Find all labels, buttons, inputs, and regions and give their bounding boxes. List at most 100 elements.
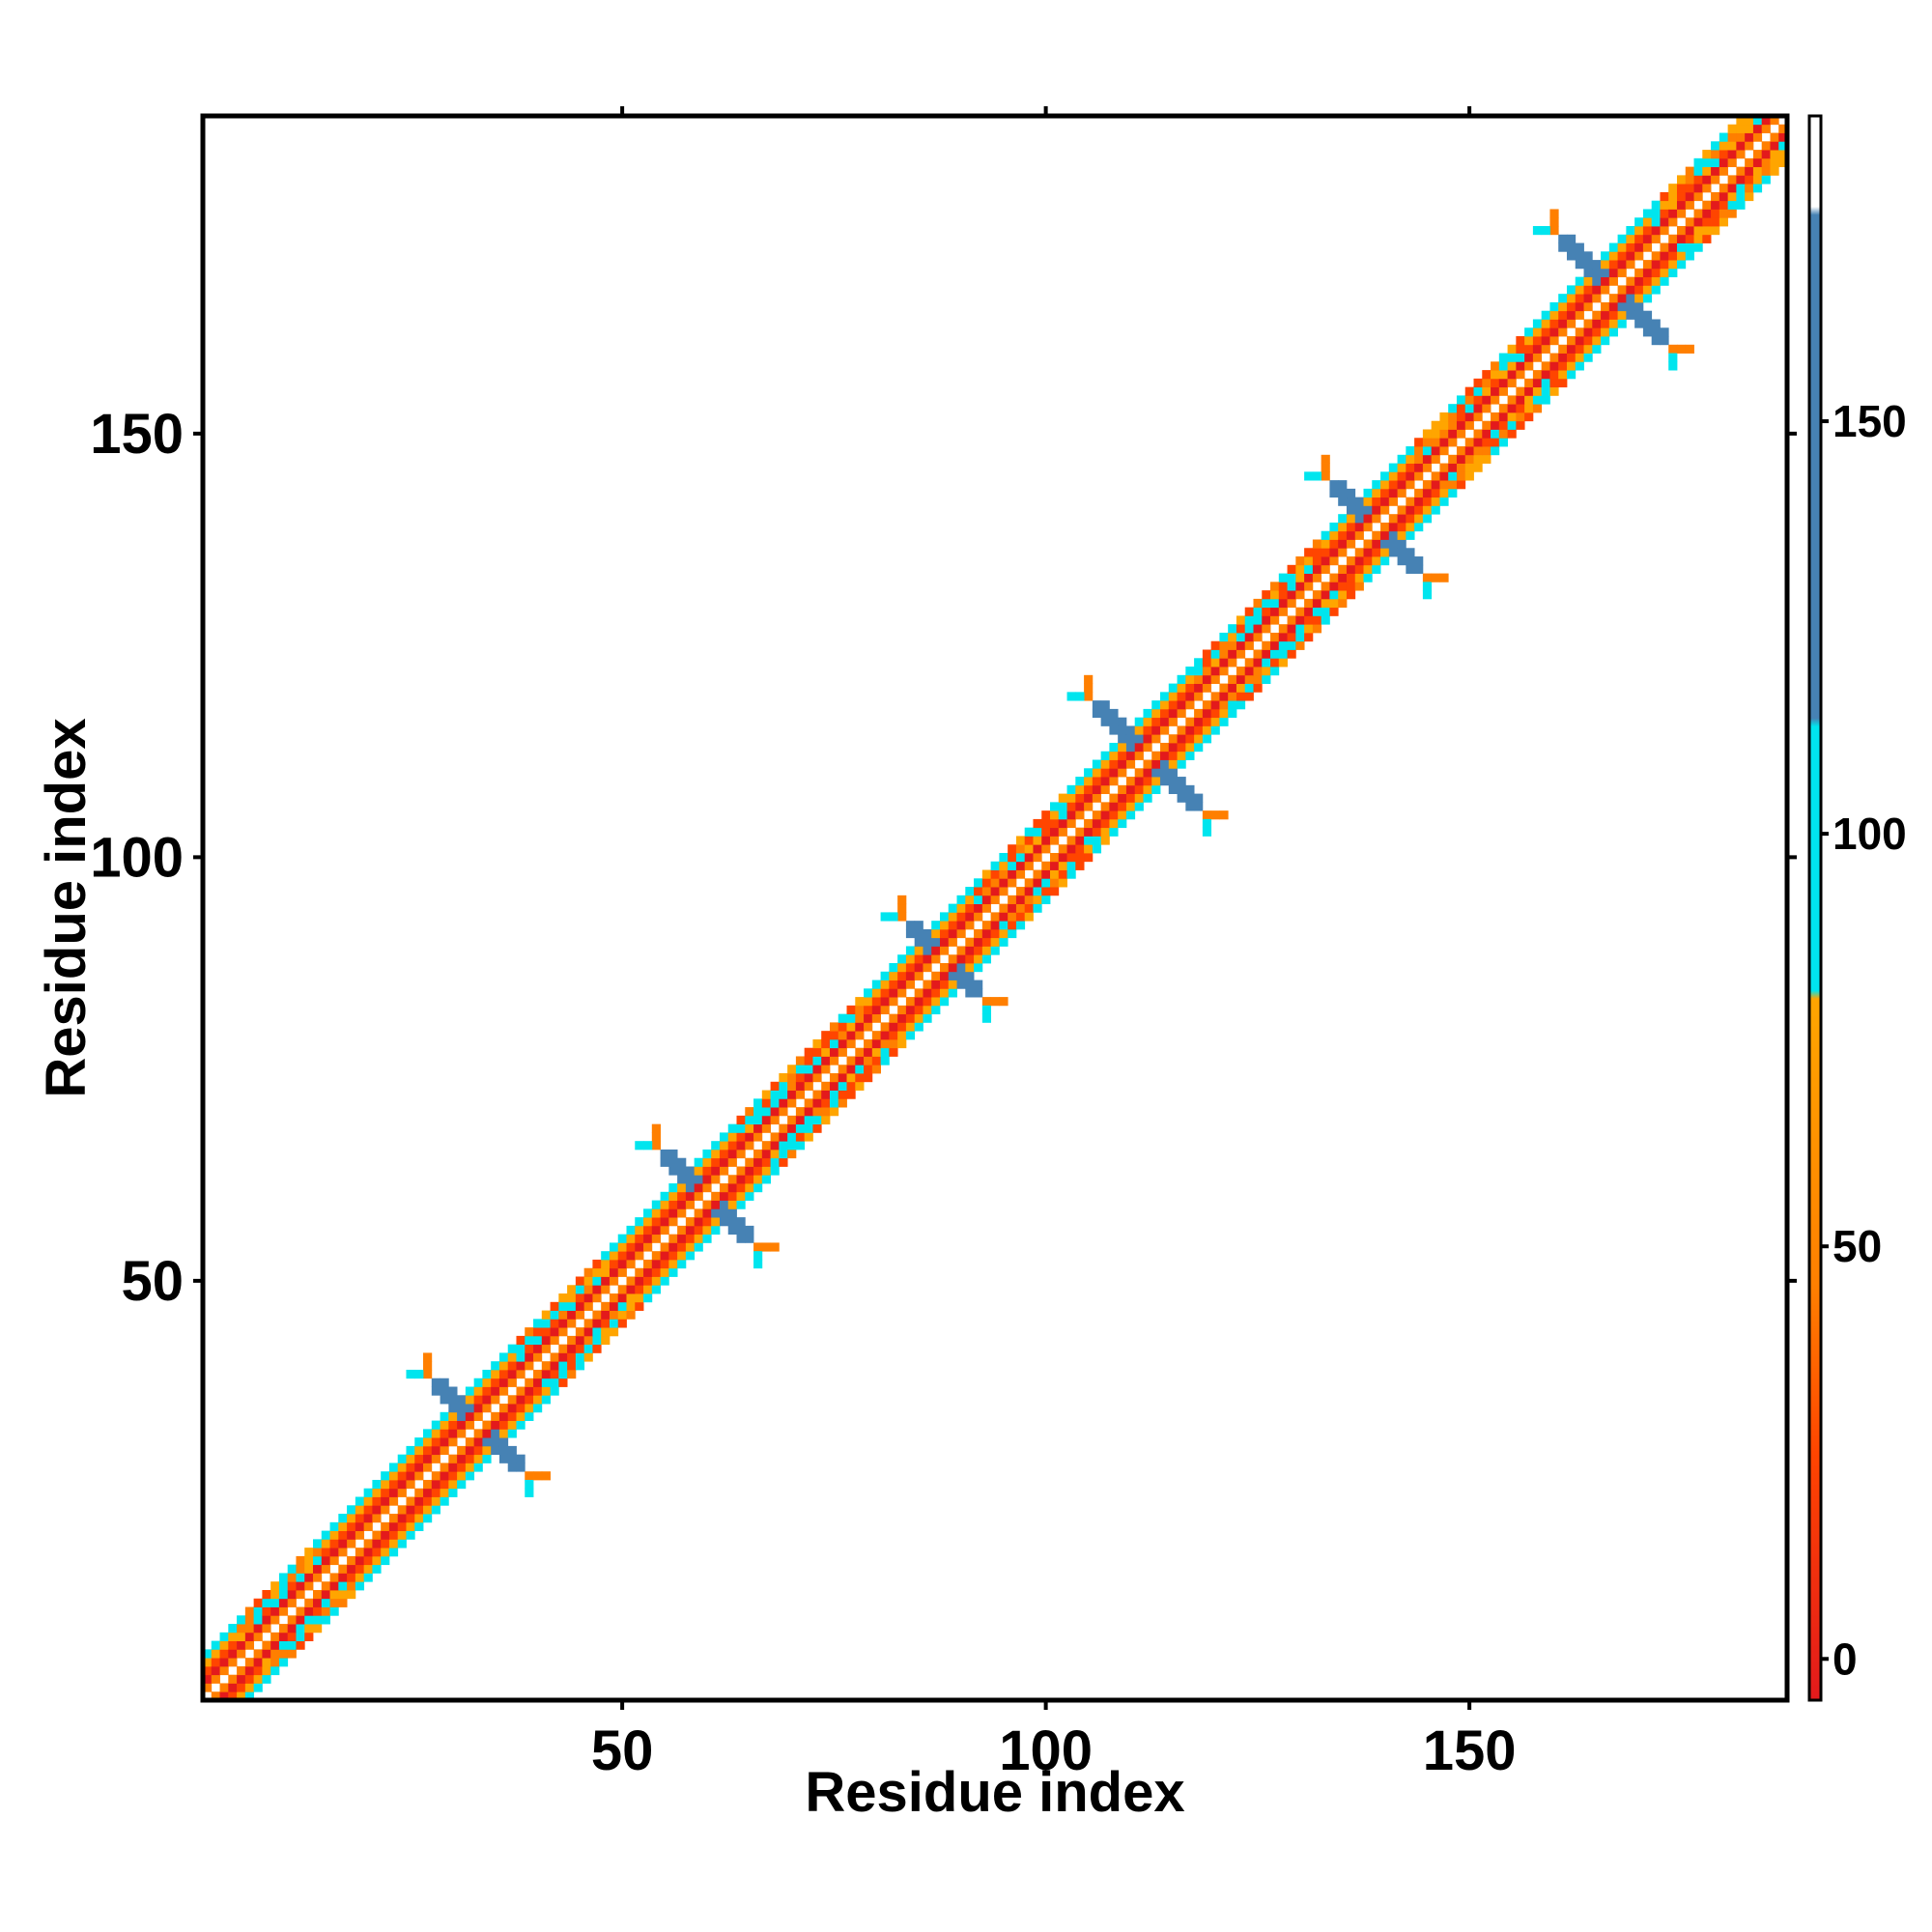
heatmap-cell xyxy=(1125,802,1136,811)
heatmap-cell xyxy=(1194,734,1204,744)
heatmap-cell xyxy=(355,1530,365,1540)
heatmap-cell xyxy=(787,1065,797,1074)
heatmap-cell xyxy=(541,1335,551,1346)
heatmap-cell xyxy=(1693,234,1703,243)
heatmap-cell xyxy=(1431,497,1440,506)
heatmap-cell xyxy=(1541,336,1550,346)
heatmap-cell xyxy=(1532,319,1543,328)
heatmap-cell xyxy=(795,1090,806,1099)
heatmap-cell xyxy=(1372,556,1381,566)
heatmap-cell xyxy=(668,1251,678,1261)
heatmap-cell xyxy=(821,1081,831,1091)
heatmap-cell xyxy=(1693,157,1703,168)
heatmap-cell xyxy=(270,1640,280,1650)
heatmap-cell xyxy=(1202,810,1212,820)
heatmap-cell xyxy=(1736,132,1746,142)
heatmap-cell xyxy=(583,1327,593,1337)
heatmap-cell xyxy=(745,1234,754,1243)
heatmap-cell xyxy=(1033,818,1042,829)
heatmap-cell xyxy=(1575,336,1584,346)
heatmap-cell xyxy=(846,1081,856,1091)
heatmap-cell xyxy=(1278,624,1288,634)
heatmap-cell xyxy=(592,1327,602,1337)
heatmap-cell xyxy=(1304,624,1314,634)
heatmap-cell xyxy=(372,1564,382,1574)
y-tick-label: 100 xyxy=(90,826,184,889)
heatmap-cell xyxy=(448,1479,458,1490)
heatmap-cell xyxy=(626,1225,636,1236)
heatmap-cell xyxy=(1439,446,1449,456)
heatmap-cell xyxy=(414,1488,424,1497)
heatmap-cell xyxy=(1125,810,1136,820)
heatmap-cell xyxy=(779,1149,788,1159)
heatmap-cell xyxy=(287,1598,297,1607)
heatmap-cell xyxy=(948,954,957,964)
heatmap-cell xyxy=(981,946,992,955)
heatmap-cell xyxy=(440,1471,449,1481)
heatmap-cell xyxy=(1177,725,1186,735)
heatmap-cell xyxy=(905,921,916,930)
heatmap-cell xyxy=(1041,869,1051,879)
heatmap-cell xyxy=(1464,386,1474,396)
heatmap-cell xyxy=(871,1065,881,1074)
heatmap-cell xyxy=(558,1319,568,1328)
heatmap-cell xyxy=(1676,226,1687,236)
heatmap-cell xyxy=(381,1471,390,1481)
heatmap-cell xyxy=(1541,226,1550,236)
heatmap-cell xyxy=(668,1259,678,1269)
heatmap-cell xyxy=(1202,827,1212,837)
heatmap-cell xyxy=(1702,175,1712,185)
heatmap-cell xyxy=(1406,548,1415,557)
heatmap-cell xyxy=(855,1031,865,1040)
heatmap-cell xyxy=(406,1463,415,1472)
heatmap-cell xyxy=(253,1658,263,1667)
heatmap-cell xyxy=(414,1514,424,1523)
heatmap-cell xyxy=(1770,166,1779,176)
heatmap-cell xyxy=(228,1674,238,1684)
heatmap-cell xyxy=(1448,438,1458,447)
heatmap-cell xyxy=(1414,556,1424,566)
heatmap-cell xyxy=(939,988,950,998)
heatmap-cell xyxy=(804,1073,813,1083)
heatmap-cell xyxy=(1685,242,1694,252)
heatmap-cell xyxy=(457,1471,467,1481)
heatmap-cell xyxy=(1024,895,1034,905)
heatmap-cell xyxy=(745,1157,754,1167)
heatmap-cell xyxy=(1642,276,1653,286)
heatmap-cell xyxy=(1482,404,1492,413)
heatmap-cell xyxy=(1507,395,1517,405)
heatmap-cell xyxy=(948,928,957,939)
heatmap-cell xyxy=(923,1005,932,1015)
heatmap-cell xyxy=(1312,573,1322,582)
heatmap-cell xyxy=(313,1539,323,1548)
heatmap-cell xyxy=(1592,319,1602,328)
heatmap-cell xyxy=(1185,667,1195,676)
heatmap-cell xyxy=(1702,150,1712,159)
heatmap-cell xyxy=(1236,700,1246,710)
heatmap-cell xyxy=(381,1530,390,1540)
heatmap-cell xyxy=(1558,234,1568,243)
heatmap-cell xyxy=(1566,294,1577,303)
heatmap-cell xyxy=(448,1386,458,1396)
heatmap-cell xyxy=(1448,404,1458,413)
heatmap-cell xyxy=(1304,573,1314,582)
heatmap-cell xyxy=(990,861,1000,870)
heatmap-cell xyxy=(1727,191,1737,202)
heatmap-cell xyxy=(1210,674,1220,684)
heatmap-cell xyxy=(871,1031,881,1040)
heatmap-cell xyxy=(643,1259,653,1269)
heatmap-cell xyxy=(1491,361,1500,371)
heatmap-cell xyxy=(660,1225,669,1236)
heatmap-cell xyxy=(1719,166,1729,176)
heatmap-cell xyxy=(1456,446,1466,456)
heatmap-cell xyxy=(846,1065,856,1074)
heatmap-cell xyxy=(905,997,916,1007)
heatmap-cell xyxy=(753,1115,763,1125)
heatmap-cell xyxy=(1464,404,1474,413)
heatmap-cell xyxy=(1482,386,1492,396)
heatmap-cell xyxy=(1075,852,1085,863)
heatmap-cell xyxy=(1219,632,1229,642)
heatmap-cell xyxy=(338,1598,348,1607)
heatmap-cell xyxy=(1125,734,1136,744)
heatmap-cell xyxy=(727,1200,737,1209)
